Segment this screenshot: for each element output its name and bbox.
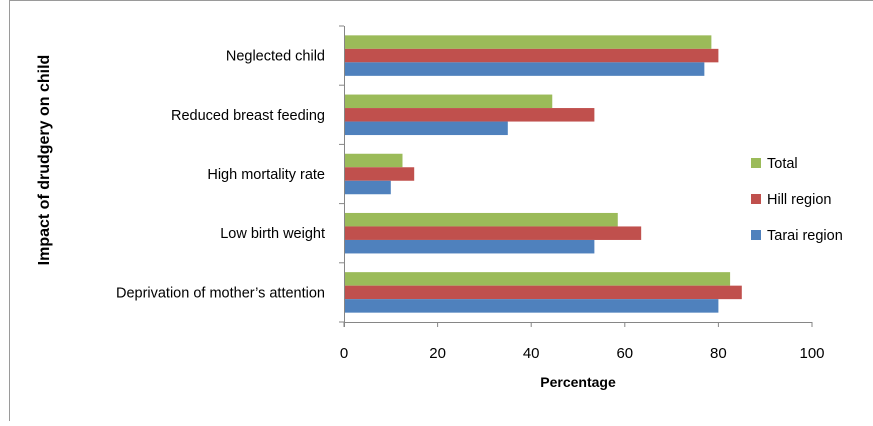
bar — [344, 285, 742, 300]
legend-swatch — [751, 158, 761, 168]
x-tick-label: 0 — [340, 345, 348, 362]
legend-swatch — [751, 230, 761, 240]
bars-group — [344, 35, 742, 313]
bar — [344, 299, 719, 313]
category-label: Deprivation of mother’s attention — [116, 285, 325, 301]
x-tick-label: 20 — [429, 345, 446, 362]
x-axis-label: Percentage — [540, 374, 616, 390]
bar — [344, 48, 719, 63]
bar — [344, 121, 508, 136]
legend-label: Tarai region — [767, 228, 843, 244]
bar — [344, 226, 642, 240]
bar — [344, 94, 553, 109]
bar — [344, 35, 712, 49]
tick-labels-group: 0 20 40 60 80 100 — [340, 345, 825, 362]
category-label: Low birth weight — [220, 226, 325, 242]
x-tick-label: 100 — [799, 345, 824, 362]
category-label: Neglected child — [226, 49, 325, 65]
legend: Total Hill region Tarai region — [751, 156, 843, 244]
x-tick-label: 80 — [710, 345, 727, 362]
bar — [344, 62, 705, 76]
bar — [344, 167, 415, 181]
legend-label: Total — [767, 156, 798, 172]
bar — [344, 108, 595, 122]
legend-label: Hill region — [767, 192, 831, 208]
bar — [344, 180, 391, 195]
y-axis-label: Impact of drudgery on child — [36, 55, 53, 266]
legend-swatch — [751, 194, 761, 204]
bar — [344, 153, 403, 168]
x-tick-label: 60 — [616, 345, 633, 362]
bar — [344, 212, 618, 227]
category-label: High mortality rate — [207, 167, 325, 183]
category-labels-group: Neglected child Reduced breast feeding Hig… — [116, 49, 325, 302]
bar — [344, 239, 595, 254]
category-label: Reduced breast feeding — [171, 108, 325, 124]
x-tick-label: 40 — [523, 345, 540, 362]
bar — [344, 272, 731, 286]
axes-group — [339, 25, 813, 327]
